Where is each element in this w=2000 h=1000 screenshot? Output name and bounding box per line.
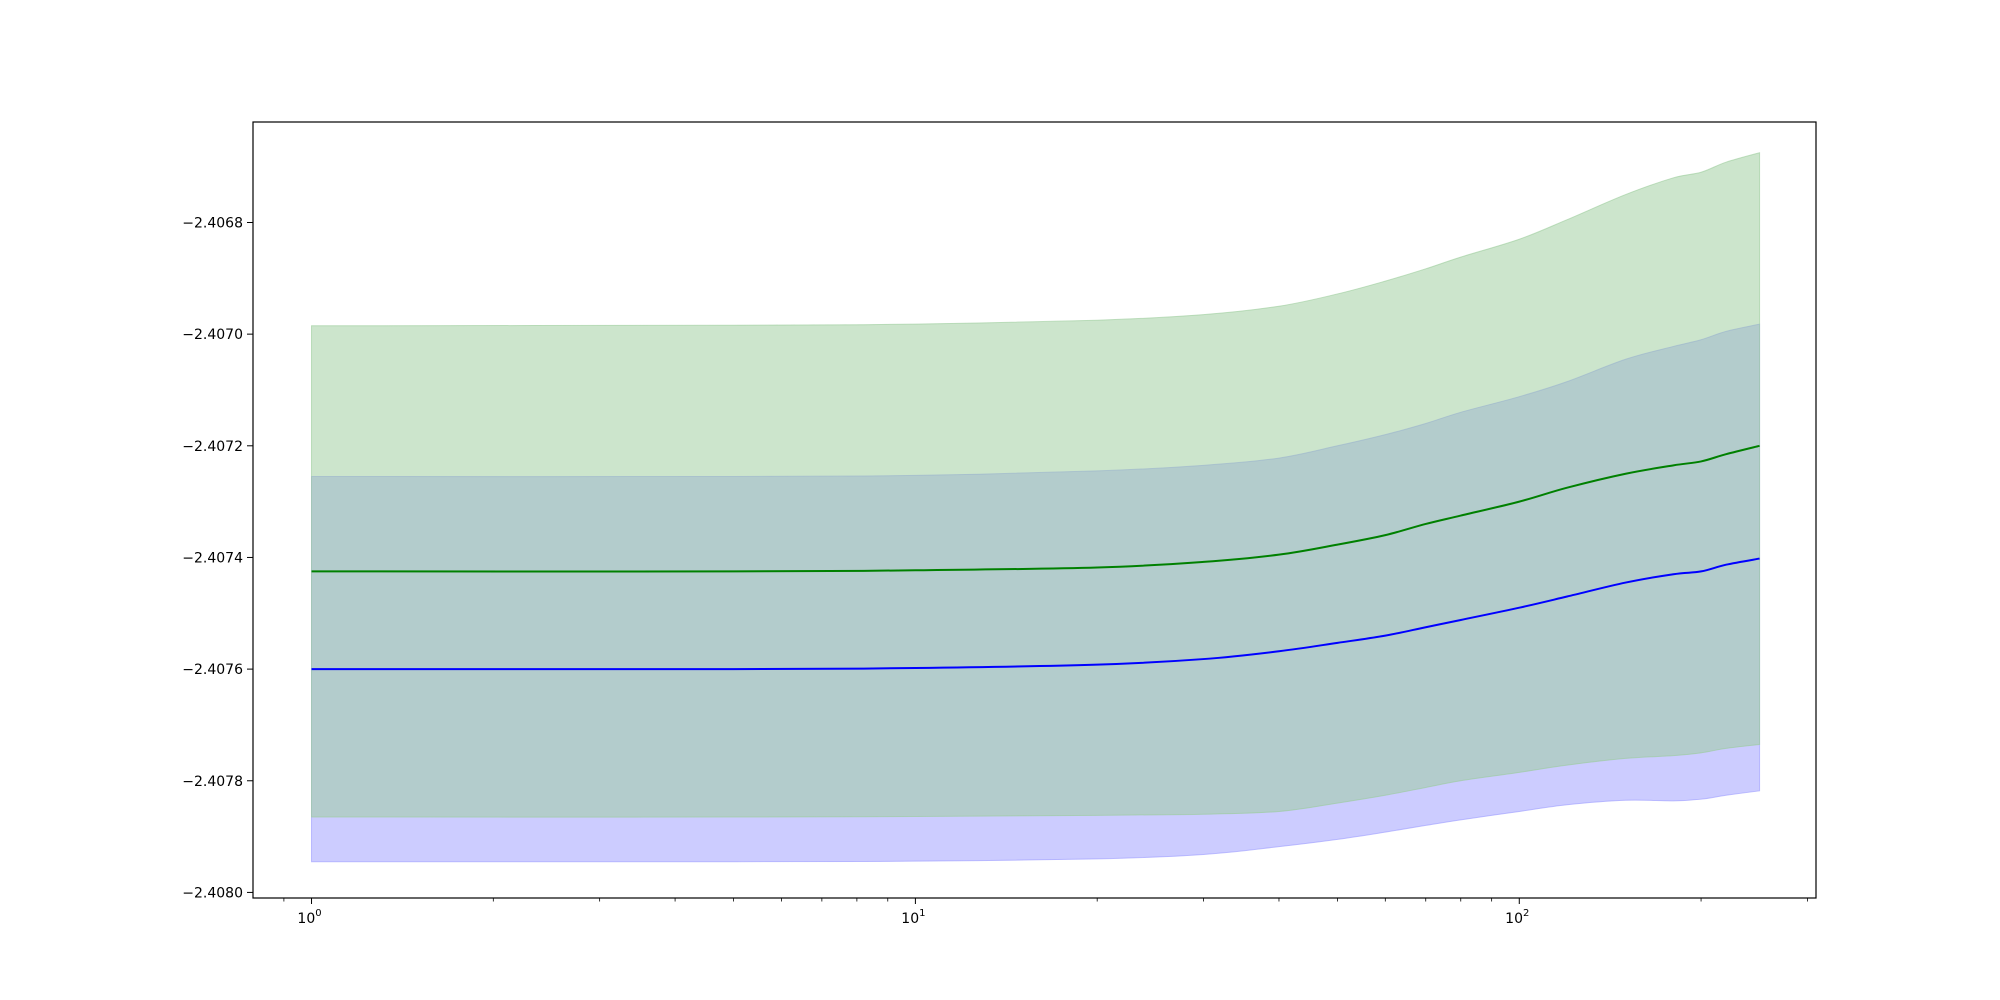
- series-green-band: [311, 152, 1761, 818]
- x-axis: 100 101 102: [283, 898, 1808, 927]
- x-tick-label: 101: [901, 908, 925, 927]
- series-blue-mean-line: [311, 557, 1760, 671]
- series-green-mean-line: [311, 444, 1760, 573]
- y-tick-label: −2.4068: [182, 215, 243, 231]
- y-tick-label: −2.4078: [182, 774, 243, 790]
- confidence-bands: [311, 152, 1761, 863]
- y-tick-label: −2.4076: [182, 662, 243, 678]
- plot-frame: [252, 121, 1817, 899]
- y-axis: −2.4068 −2.4070 −2.4072 −2.4074 −2.4076 −2.40…: [182, 215, 253, 901]
- x-tick-label: 100: [297, 908, 321, 927]
- y-tick-label: −2.4072: [182, 439, 243, 455]
- x-tick-label: 102: [1505, 908, 1529, 927]
- y-tick-label: −2.4080: [182, 885, 243, 901]
- y-tick-label: −2.4070: [182, 327, 243, 343]
- mean-lines: [311, 444, 1760, 671]
- y-tick-label: −2.4074: [182, 550, 243, 566]
